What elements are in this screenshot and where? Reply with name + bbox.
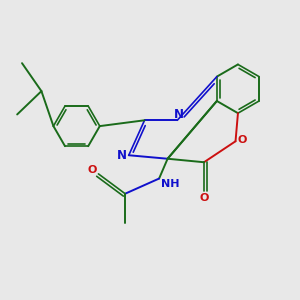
Text: O: O [237,135,247,145]
Text: N: N [174,108,184,122]
Text: N: N [117,149,127,162]
Text: O: O [200,193,209,203]
Text: O: O [87,165,97,175]
Text: NH: NH [161,179,180,189]
